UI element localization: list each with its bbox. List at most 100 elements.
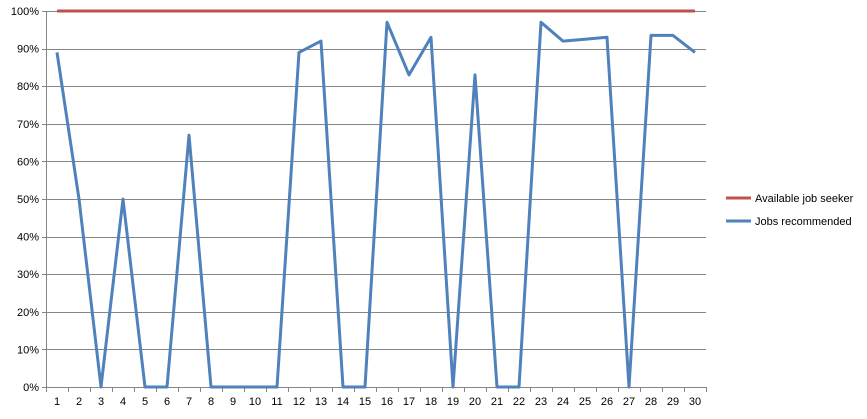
- data-point: [672, 10, 675, 13]
- x-tick-label: 15: [359, 396, 371, 408]
- y-tick-label: 20%: [17, 307, 39, 319]
- data-point: [320, 40, 323, 43]
- y-tick-label: 70%: [17, 119, 39, 131]
- y-tick-label: 90%: [17, 44, 39, 56]
- data-point: [628, 10, 631, 13]
- data-point: [210, 386, 213, 389]
- data-point: [254, 10, 257, 13]
- data-point: [694, 51, 697, 54]
- legend: Available job seeker Jobs recommended: [726, 193, 854, 228]
- data-point: [386, 21, 389, 24]
- x-tick-label: 10: [249, 396, 261, 408]
- data-point: [364, 10, 367, 13]
- data-point: [364, 386, 367, 389]
- x-tick-label: 20: [469, 396, 481, 408]
- data-point: [386, 10, 389, 13]
- data-point: [650, 34, 653, 37]
- axes: [42, 11, 707, 392]
- data-point: [408, 10, 411, 13]
- x-tick-label: 14: [337, 396, 349, 408]
- data-point: [188, 134, 191, 137]
- y-tick-label: 60%: [17, 156, 39, 168]
- data-point: [562, 10, 565, 13]
- series-line-2: [55, 20, 696, 389]
- x-tick-label: 1: [54, 396, 60, 408]
- data-point: [694, 10, 697, 13]
- data-point: [584, 38, 587, 41]
- data-point: [100, 10, 103, 13]
- x-tick-label: 7: [186, 396, 192, 408]
- data-point: [210, 10, 213, 13]
- data-point: [518, 386, 521, 389]
- x-tick-label: 30: [689, 396, 701, 408]
- data-point: [56, 10, 59, 13]
- data-point: [562, 40, 565, 43]
- data-point: [298, 51, 301, 54]
- x-tick-label: 12: [293, 396, 305, 408]
- y-tick-label: 10%: [17, 344, 39, 356]
- x-tick-label: 27: [623, 396, 635, 408]
- x-tick-label: 5: [142, 396, 148, 408]
- data-point: [430, 36, 433, 39]
- data-point: [452, 386, 455, 389]
- legend-label: Jobs recommended: [755, 216, 852, 228]
- x-tick-label: 2: [76, 396, 82, 408]
- y-tick-label: 0%: [23, 382, 39, 394]
- data-point: [474, 73, 477, 76]
- data-point: [496, 10, 499, 13]
- data-point: [496, 386, 499, 389]
- data-point: [78, 198, 81, 201]
- x-tick-label: 28: [645, 396, 657, 408]
- data-point: [650, 10, 653, 13]
- y-tick-label: 50%: [17, 194, 39, 206]
- x-tick-label: 6: [164, 396, 170, 408]
- data-point: [78, 10, 81, 13]
- data-point: [518, 10, 521, 13]
- x-tick-label: 9: [230, 396, 236, 408]
- data-point: [606, 10, 609, 13]
- data-point: [606, 36, 609, 39]
- data-point: [122, 10, 125, 13]
- data-point: [540, 10, 543, 13]
- data-point: [584, 10, 587, 13]
- x-tick-label: 3: [98, 396, 104, 408]
- legend-label: Available job seeker: [755, 193, 854, 205]
- data-point: [188, 10, 191, 13]
- data-point: [540, 21, 543, 24]
- data-point: [342, 10, 345, 13]
- x-tick-label: 11: [271, 396, 282, 408]
- data-point: [276, 386, 279, 389]
- x-tick-label: 25: [579, 396, 591, 408]
- y-tick-label: 80%: [17, 81, 39, 93]
- data-point: [452, 10, 455, 13]
- data-point: [276, 10, 279, 13]
- data-point: [298, 10, 301, 13]
- x-tick-label: 22: [513, 396, 525, 408]
- data-point: [144, 386, 147, 389]
- x-tick-label: 24: [557, 396, 569, 408]
- data-point: [628, 386, 631, 389]
- data-point: [232, 386, 235, 389]
- data-point: [342, 386, 345, 389]
- data-point: [672, 34, 675, 37]
- data-point: [430, 10, 433, 13]
- y-tick-label: 40%: [17, 232, 39, 244]
- x-tick-label: 18: [425, 396, 437, 408]
- series-lines: [55, 9, 697, 389]
- x-tick-label: 23: [535, 396, 547, 408]
- data-point: [474, 10, 477, 13]
- x-tick-label: 8: [208, 396, 214, 408]
- x-tick-label: 19: [447, 396, 459, 408]
- x-tick-label: 4: [120, 396, 126, 408]
- x-tick-label: 21: [491, 396, 503, 408]
- data-point: [144, 10, 147, 13]
- x-tick-labels: 1 2 3 4 5 6 7 8 9 10 11 12 13 14 15 16 17 18 19 20 21 22 23 24 2…: [54, 396, 701, 408]
- data-point: [320, 10, 323, 13]
- data-point: [408, 73, 411, 76]
- y-tick-label: 100%: [11, 6, 39, 18]
- x-tick-label: 13: [315, 396, 327, 408]
- data-point: [254, 386, 257, 389]
- data-point: [166, 386, 169, 389]
- x-tick-label: 17: [403, 396, 415, 408]
- x-tick-label: 26: [601, 396, 613, 408]
